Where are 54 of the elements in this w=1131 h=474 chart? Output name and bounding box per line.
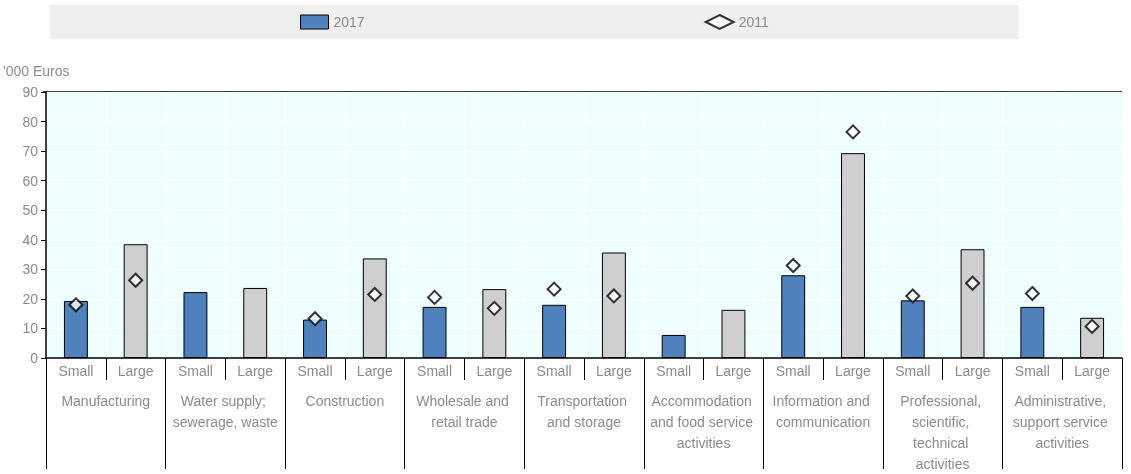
y-tick-label: 80 <box>22 113 39 130</box>
x-tick-label: Large <box>835 363 872 379</box>
point <box>427 289 443 305</box>
legend-label: 2011 <box>738 14 769 30</box>
y-tick-label: 10 <box>22 320 39 337</box>
point <box>128 272 144 288</box>
x-tick-label: Small <box>536 363 572 379</box>
point <box>905 288 921 304</box>
x-tick-label: Small <box>656 363 692 379</box>
x-tick-label: Large <box>954 363 991 379</box>
x-tick-label: Large <box>476 363 513 379</box>
text: Transportation and storage <box>537 392 631 430</box>
y-tick-label: 60 <box>22 172 39 189</box>
point <box>965 275 981 291</box>
y-tick-label: 70 <box>22 143 39 160</box>
point <box>1024 286 1040 302</box>
text: Manufacturing <box>61 392 151 409</box>
text: Administrative, support service activities <box>1012 392 1112 451</box>
x-tick-label: Large <box>117 363 154 379</box>
x-tick-label: Small <box>58 363 94 379</box>
text: Information and communication <box>772 392 874 430</box>
x-tick-label: Large <box>356 363 393 379</box>
text: Accommodation and food service activities <box>650 392 757 451</box>
point <box>68 297 84 313</box>
text: Construction <box>305 392 385 409</box>
point <box>486 300 502 316</box>
y-tick-label: 50 <box>22 202 39 219</box>
point <box>307 311 323 327</box>
y-tick-label: 90 <box>22 84 39 100</box>
x-tick-label: Small <box>297 363 333 379</box>
legend-label: 2017 <box>333 14 365 30</box>
x-tick-label: Small <box>1014 363 1050 379</box>
point <box>785 257 801 273</box>
x-tick-label: Large <box>1074 363 1111 379</box>
point <box>546 281 562 297</box>
point <box>606 288 622 304</box>
x-tick-label: Large <box>715 363 752 379</box>
text: Professional, scientific, technical activities <box>900 392 986 472</box>
x-tick-label: Large <box>595 363 632 379</box>
text: Water supply; sewerage, waste <box>172 392 279 430</box>
y-tick-label: 20 <box>22 290 39 307</box>
y-axis-title: '000 Euros <box>3 63 70 79</box>
point <box>367 286 383 302</box>
x-tick-label: Small <box>417 363 453 379</box>
y-tick-label: 40 <box>22 231 39 248</box>
text: Wholesale and retail trade <box>416 392 513 430</box>
x-tick-label: Small <box>895 363 931 379</box>
point <box>845 124 861 140</box>
y-tick-label: 0 <box>30 350 39 366</box>
y-tick-label: 30 <box>22 261 39 278</box>
x-tick-label: Small <box>775 363 811 379</box>
point <box>1084 318 1100 334</box>
x-tick-label: Large <box>237 363 274 379</box>
x-tick-label: Small <box>177 363 213 379</box>
